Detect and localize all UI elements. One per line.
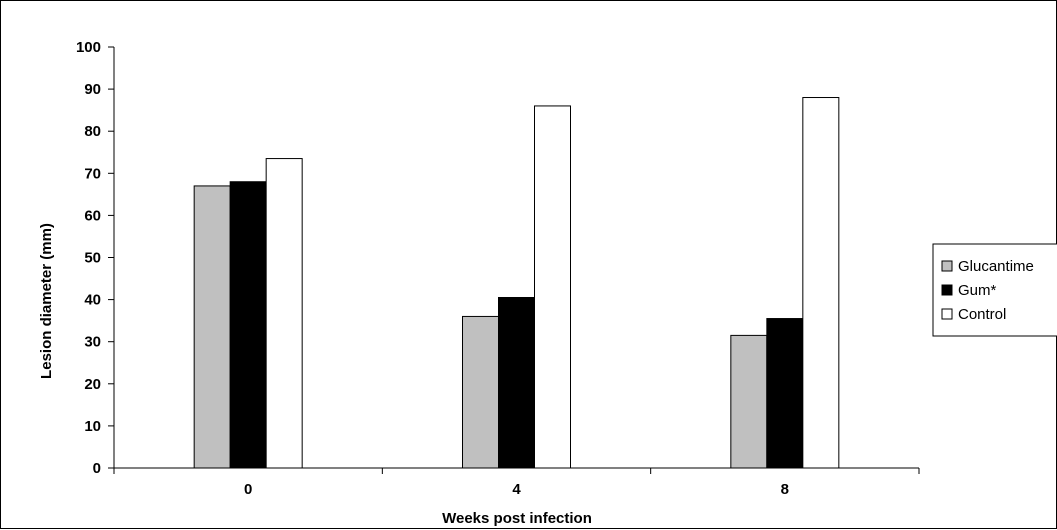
y-tick-label: 100 [76,39,101,56]
bar-glucantime-4 [462,315,499,469]
bar-glucantime-8 [730,334,768,469]
y-tick-label: 20 [84,376,101,393]
bar-gum--4 [498,296,535,469]
y-tick-label: 80 [84,123,101,140]
y-tick-label: 30 [84,334,101,351]
bar-control-0 [265,158,303,469]
legend-box [932,243,1057,337]
legend-swatch [941,260,953,272]
legend-swatch [941,284,953,296]
x-tick-label: 0 [244,481,252,498]
x-axis-ticks: 0 4 8 [113,468,920,498]
y-axis-ticks: 0 10 20 30 40 50 60 70 80 90 100 [76,39,114,477]
bars [193,97,840,469]
y-tick-label: 90 [84,81,101,98]
bar-glucantime-0 [193,185,231,469]
bar-control-8 [802,97,840,469]
y-tick-label: 10 [84,418,101,435]
y-tick-label: 70 [84,165,101,182]
y-tick-label: 60 [84,207,101,224]
y-tick-label: 40 [84,292,101,309]
legend-label: Gum* [958,282,997,299]
x-tick-label: 4 [512,481,521,498]
y-tick-label: 50 [84,250,101,267]
y-tick-label: 0 [93,460,101,477]
legend: Glucantime Gum* Control [932,243,1057,337]
x-tick-label: 8 [781,481,789,498]
bar-gum--8 [766,318,804,469]
y-axis-title: Lesion diameter (mm) [38,223,55,379]
x-axis-title: Weeks post infection [442,510,592,527]
bar-control-4 [534,105,571,469]
bar-gum--0 [229,181,267,469]
legend-label: Control [958,306,1006,323]
legend-label: Glucantime [958,258,1034,275]
legend-swatch [941,308,953,320]
